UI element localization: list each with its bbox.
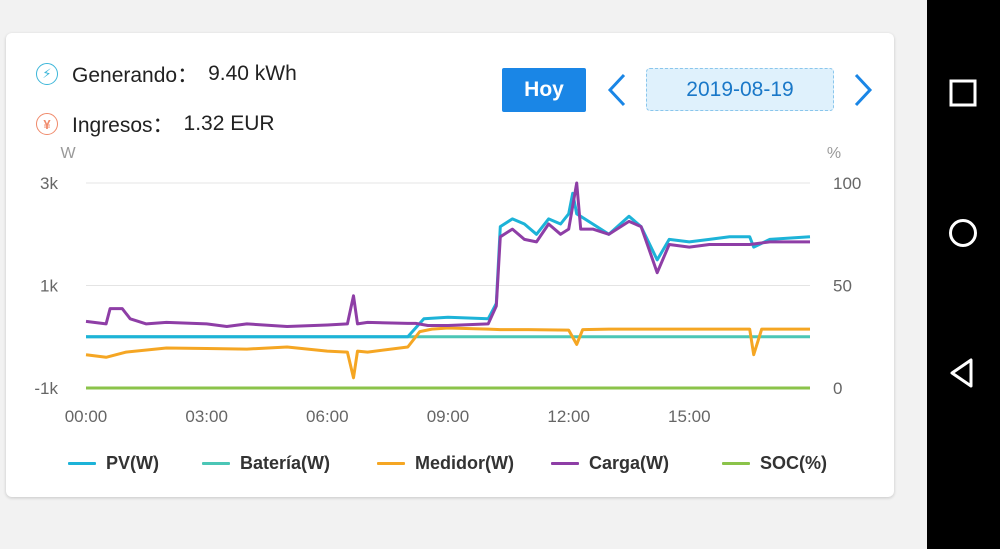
yen-icon: ¥	[36, 113, 58, 135]
legend-item[interactable]: Batería(W)	[202, 453, 330, 474]
legend-label: SOC(%)	[760, 453, 827, 473]
income-value: 1.32 EUR	[183, 112, 275, 135]
android-nav-bar	[927, 0, 1000, 549]
legend-item[interactable]: SOC(%)	[722, 453, 827, 474]
y-left-tick-label: -1k	[34, 379, 58, 398]
generating-label: Generando：	[72, 64, 199, 87]
x-tick-label: 06:00	[306, 407, 349, 426]
energy-card: ⚡ Generando： 9.40 kWh ¥ Ingresos： 1.32 E…	[6, 33, 894, 497]
y-right-tick-label: 50	[833, 277, 852, 296]
legend-swatch	[722, 462, 750, 465]
lightning-icon: ⚡	[36, 63, 58, 85]
income-row: ¥ Ingresos： 1.32 EUR	[36, 109, 275, 139]
series-line-medidor-w	[85, 326, 810, 380]
y-left-tick-label: 1k	[40, 277, 58, 296]
x-tick-label: 09:00	[427, 407, 470, 426]
legend-swatch	[551, 462, 579, 465]
right-axis-unit: %	[827, 145, 841, 162]
legend-label: Carga(W)	[589, 453, 669, 473]
back-icon[interactable]	[946, 356, 980, 390]
income-label: Ingresos：	[72, 114, 174, 137]
recent-apps-icon[interactable]	[946, 76, 980, 110]
x-tick-label: 12:00	[547, 407, 590, 426]
x-tick-label: 03:00	[185, 407, 228, 426]
line-chart: W % 3k 1k -1k 100 50 0 00:00 03:00 06:00 09:00 1…	[34, 145, 861, 426]
y-left-tick-label: 3k	[40, 174, 58, 193]
chevron-left-icon[interactable]	[604, 71, 630, 109]
series-line-pv-w	[86, 191, 811, 339]
legend-label: PV(W)	[106, 453, 159, 473]
generating-row: ⚡ Generando： 9.40 kWh	[36, 59, 297, 89]
series-line-carga-w	[85, 181, 810, 328]
x-tick-label: 00:00	[65, 407, 108, 426]
legend-swatch	[377, 462, 405, 465]
today-button[interactable]: Hoy	[502, 68, 586, 112]
generating-value: 9.40 kWh	[208, 62, 297, 85]
y-right-tick-label: 100	[833, 174, 861, 193]
legend-swatch	[68, 462, 96, 465]
legend-swatch	[202, 462, 230, 465]
legend-item[interactable]: PV(W)	[68, 453, 159, 474]
legend-label: Batería(W)	[240, 453, 331, 473]
legend-label: Medidor(W)	[415, 453, 514, 473]
legend-item[interactable]: Carga(W)	[551, 453, 669, 474]
chevron-right-icon[interactable]	[850, 71, 876, 109]
legend-item[interactable]: Medidor(W)	[377, 453, 514, 474]
x-tick-label: 15:00	[668, 407, 711, 426]
date-picker[interactable]: 2019-08-19	[646, 68, 834, 111]
y-right-tick-label: 0	[833, 379, 842, 398]
home-icon[interactable]	[946, 216, 980, 250]
left-axis-unit: W	[60, 145, 76, 162]
